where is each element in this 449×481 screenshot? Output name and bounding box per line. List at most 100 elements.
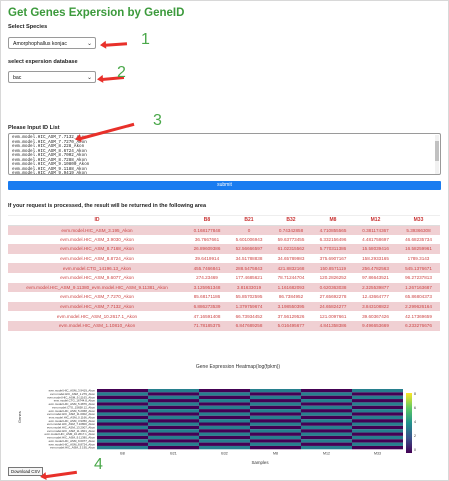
download-csv-button[interactable]: Download CSV [8, 467, 44, 476]
heatmap-cell [352, 409, 403, 413]
heatmap-cell [301, 395, 352, 400]
expression-cell: 42.17369659 [397, 311, 440, 321]
heatmap-cell [301, 425, 352, 430]
heatmap-colorbar-ticks: 8 6 4 2 0 [414, 392, 416, 452]
heatmap-cell [199, 445, 250, 450]
heatmap-cell [199, 402, 250, 406]
expression-cell: 37.56129526 [270, 311, 312, 321]
heatmap-cell [250, 409, 301, 413]
table-row: evm.model.HIC_ASM_3.195_Akon 0.168177848 0… [8, 225, 440, 235]
expression-cell: 27.65692278 [312, 292, 354, 302]
expression-cell: 78.71244704 [270, 272, 312, 283]
heatmap-cell [352, 425, 403, 430]
column-header-id[interactable]: ID [8, 216, 186, 226]
heatmap-gene-label: evm.model.HIC_ASM_9.11380_Akon [47, 436, 95, 440]
heatmap-cell [148, 399, 199, 403]
heatmap-cell [250, 402, 301, 406]
colorbar-tick-label: 2 [414, 434, 416, 438]
heatmap-cell [352, 405, 403, 410]
heatmap-cell [301, 402, 352, 406]
heatmap-cell [199, 405, 250, 410]
column-header-m8[interactable]: M8 [312, 216, 354, 226]
heatmap-gene-label: evm.model.HIC_ASM_13.2007_Akon [47, 426, 95, 430]
heatmap-cell [97, 409, 148, 413]
heatmap-cell [301, 422, 352, 426]
expression-cell: 545.1376671 [397, 263, 440, 273]
heatmap-sample-label: M33 [374, 451, 381, 455]
heatmap-cell [199, 412, 250, 416]
expression-cell: 16.58259961 [397, 244, 440, 254]
heatmap-cell [97, 399, 148, 403]
heatmap-sample-label: B21 [170, 451, 176, 455]
expression-cell: 15.58039416 [354, 244, 397, 254]
expression-cell: 12.43664777 [354, 292, 397, 302]
column-header-b32[interactable]: B32 [270, 216, 312, 226]
table-row: evm.model.CTG_14196.13_Akon 455.7466841 28… [8, 263, 440, 273]
gene-id-cell: evm.model.HIC_ASM_1.10810_Akon [8, 320, 186, 331]
heatmap-gene-label: evm.model.HIC_ASM_3.9419_Akon [49, 389, 96, 393]
expression-cell: 86.7384952 [270, 292, 312, 302]
heatmap-cell [250, 405, 301, 410]
table-row: evm.model.HIC_ASM_9.11380_evm.model.HIC_… [8, 282, 440, 293]
heatmap-gene-label: evm.model.CTG_16744.8_Akon [54, 399, 96, 403]
id-list-line: evm.model.HIC_ASM_8.6724_Akon [12, 148, 87, 154]
expression-cell: 0.168177848 [186, 225, 228, 235]
heatmap-gene-label: evm.model.HIC_ASM_3.195_Akon [50, 446, 95, 450]
results-table: ID B8 B21 B32 M8 M12 M33 evm.model.HIC_ASM_3.1… [8, 215, 440, 359]
heatmap-gene-label: evm.model.HIC_ASM_10.2617.1_Akon [45, 432, 96, 436]
heatmap-cell [97, 422, 148, 426]
heatmap-cell [199, 439, 250, 443]
species-select[interactable]: Amorphophallus konjac ⌄ [8, 37, 96, 49]
heatmap-cell [199, 389, 250, 393]
heatmap-cell [250, 439, 301, 443]
heatmap-cell [301, 445, 352, 450]
column-header-b8[interactable]: B8 [186, 216, 228, 226]
heatmap-title: Gene Expression Heatmap(log(fpkm)) [196, 364, 281, 370]
chevron-down-icon: ⌄ [86, 41, 92, 47]
expression-cell: 3.125951348 [186, 282, 228, 293]
submit-button[interactable]: submit [8, 181, 441, 190]
textarea-scrollbar[interactable] [435, 135, 439, 174]
expression-cell: 3.843108822 [354, 301, 397, 312]
expression-cell: 4.710855565 [312, 225, 354, 235]
database-select[interactable]: bac ⌄ [8, 71, 96, 83]
expression-cell: 0.620363038 [312, 282, 354, 293]
heatmap-gene-label: evm.model.HIC_ASM_0.1166_Akon [49, 415, 96, 419]
heatmap-cell [301, 439, 352, 443]
id-list-line: evm.model.HIC_ASM_7.7270_Akon [12, 139, 87, 145]
heatmap-cell [97, 432, 148, 436]
gene-id-cell: evm.model.HIC_ASM_3.195_Akon [8, 225, 186, 235]
table-row: evm.model.HIC_ASM_9.6077_Akon 274.23469 17… [8, 272, 440, 283]
heatmap-cell [301, 392, 352, 396]
expression-cell: 1.161682093 [270, 282, 312, 293]
expression-cell: 9.496653669 [354, 320, 397, 331]
heatmap-gene-label: evm.model.HIC_ASM_1.279_Akon [50, 392, 95, 396]
heatmap-cell [97, 405, 148, 410]
expression-cell: 1.379759674 [228, 301, 270, 312]
heatmap-cell [352, 412, 403, 416]
heatmap-cell [148, 395, 199, 400]
table-row: evm.model.HIC_ASM_3.9030_Akon 36.7667661 5… [8, 234, 440, 245]
expression-cell: 26.89609386 [186, 244, 228, 254]
heatmap-cell [199, 435, 250, 440]
expression-cell: 96.27237813 [397, 272, 440, 283]
species-label: Select Species [8, 24, 48, 30]
heatmap-sample-label: B32 [221, 451, 227, 455]
id-list-label: Please Input ID List [8, 125, 60, 131]
heatmap-cell [97, 415, 148, 420]
heatmap-ylabel: Genes [17, 411, 22, 423]
heatmap-cell [352, 419, 403, 423]
scrollbar-thumb[interactable] [435, 141, 439, 161]
column-header-b21[interactable]: B21 [228, 216, 270, 226]
heatmap-cell [250, 432, 301, 436]
heatmap-cell [301, 412, 352, 416]
heatmap-cell [352, 422, 403, 426]
expression-cell: 65.86804373 [397, 292, 440, 302]
heatmap-gene-label: evm.model.HIC_ASM_11.1601_Akon [47, 429, 95, 433]
id-list-textarea[interactable]: evm.model.HIC_ASM_7.7132_Akon evm.model.H… [8, 133, 441, 175]
id-list-lines: evm.model.HIC_ASM_7.7132_Akon evm.model.H… [12, 135, 437, 174]
expression-cell: 1.267163687 [397, 282, 440, 293]
column-header-m33[interactable]: M33 [397, 216, 440, 226]
expression-cell: 375.6907167 [312, 253, 354, 264]
column-header-m12[interactable]: M12 [354, 216, 397, 226]
